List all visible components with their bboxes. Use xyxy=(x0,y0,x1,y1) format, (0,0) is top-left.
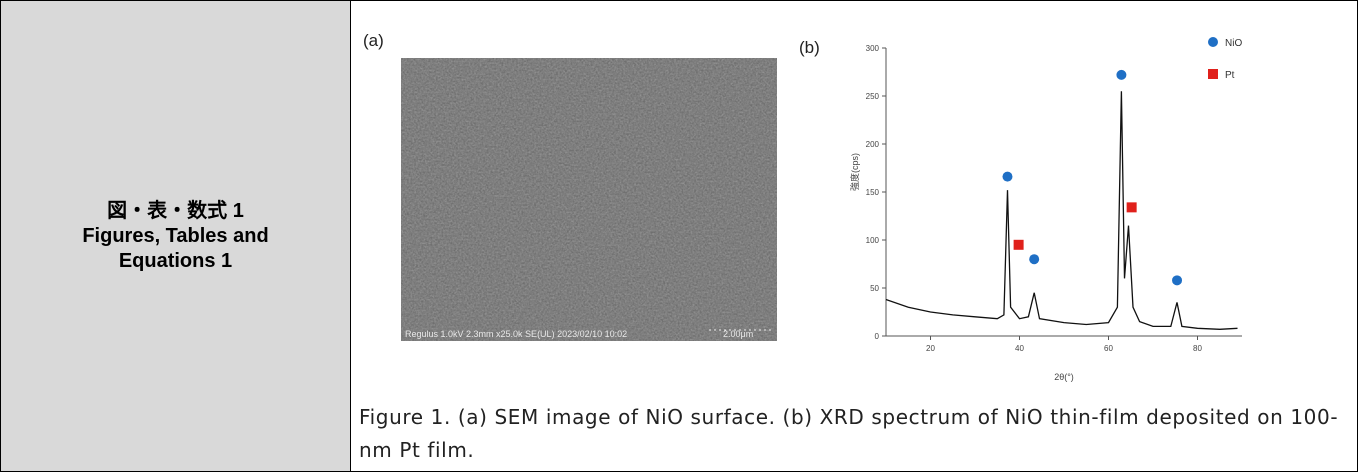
legend-label: NiO xyxy=(1225,38,1242,49)
peak-marker xyxy=(1013,239,1024,250)
peak-marker xyxy=(1029,254,1040,265)
y-axis-label: 強度(cps) xyxy=(849,153,860,191)
peak-marker xyxy=(1002,171,1013,182)
y-tick-label: 0 xyxy=(875,332,880,341)
x-tick-label: 40 xyxy=(1015,344,1024,353)
y-tick-label: 100 xyxy=(866,236,880,245)
peak-marker xyxy=(1172,275,1183,286)
y-tick-label: 150 xyxy=(866,188,880,197)
x-tick-label: 20 xyxy=(926,344,935,353)
spectrum-line xyxy=(885,91,1238,330)
y-tick-label: 200 xyxy=(866,140,880,149)
figure: (a) Regulus 1.0kV 2.3mm x25.0k SE(UL) 20… xyxy=(363,31,1242,382)
label-line: 図・表・数式 1 xyxy=(107,199,244,222)
caption: Figure 1. (a) SEM image of NiO surface. … xyxy=(359,405,1339,462)
scale-label: 2.00μm xyxy=(723,329,753,339)
panel-label: (b) xyxy=(799,38,820,57)
x-axis-label: 2θ(°) xyxy=(1054,372,1074,382)
legend-label: Pt xyxy=(1225,70,1235,81)
x-tick-label: 60 xyxy=(1104,344,1113,353)
y-tick-label: 300 xyxy=(866,44,880,53)
sem-info: Regulus 1.0kV 2.3mm x25.0k SE(UL) 2023/0… xyxy=(405,329,627,339)
y-tick-label: 250 xyxy=(866,92,880,101)
label-cell: 図・表・数式 1 Figures, Tables and Equations 1 xyxy=(0,0,350,472)
x-tick-label: 80 xyxy=(1193,344,1202,353)
sem-texture xyxy=(401,58,777,341)
label-line: Equations 1 xyxy=(118,249,233,272)
peak-marker xyxy=(1126,202,1137,213)
y-tick-label: 50 xyxy=(870,284,879,293)
panel-label: (a) xyxy=(363,31,384,50)
label-line: Figures, Tables and xyxy=(82,224,269,247)
content-cell: (a) Regulus 1.0kV 2.3mm x25.0k SE(UL) 20… xyxy=(350,0,1358,472)
xrd-chart: 0 50 100 150 200 250 300 20 40 60 80 2θ(°) 強度(cps) Ni… xyxy=(849,37,1242,382)
peak-marker xyxy=(1116,69,1127,80)
legend-marker xyxy=(1208,69,1218,79)
legend-marker xyxy=(1208,37,1218,47)
